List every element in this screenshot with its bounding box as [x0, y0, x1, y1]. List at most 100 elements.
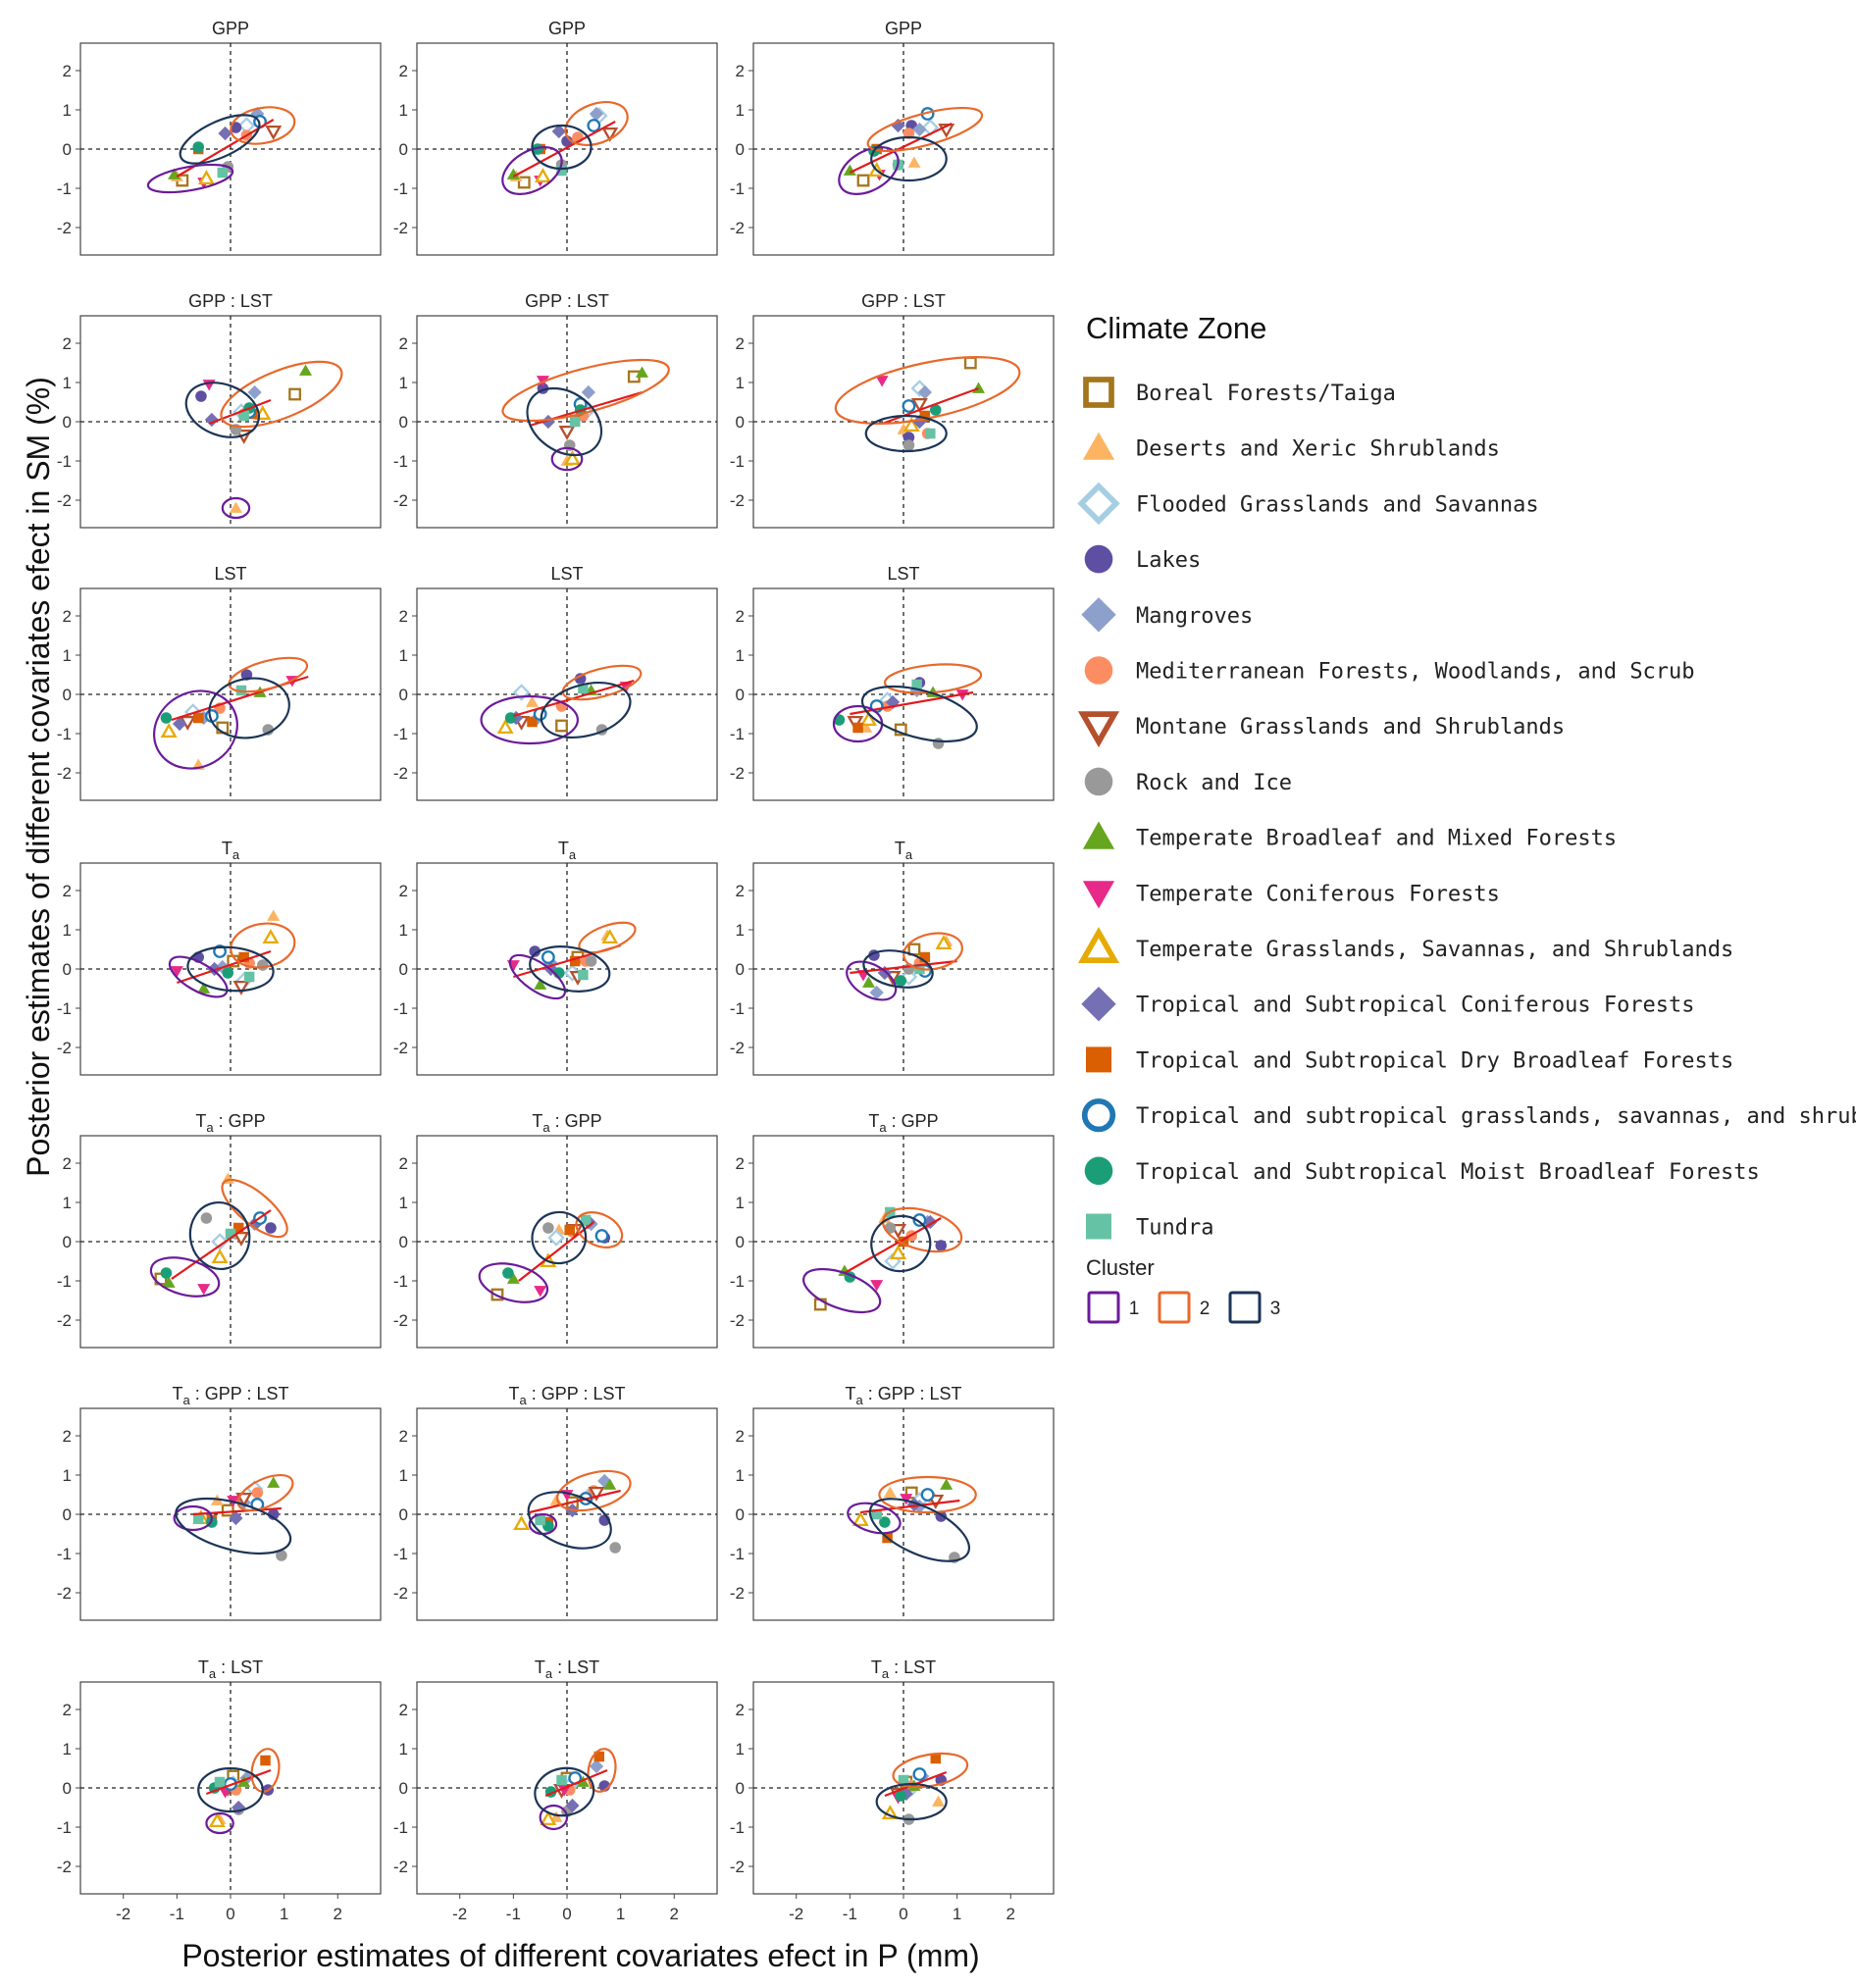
y-tick-label: 2	[399, 1427, 408, 1446]
y-tick-label: -2	[730, 1584, 745, 1603]
data-point	[195, 390, 207, 402]
y-tick-label: -1	[57, 999, 72, 1018]
y-tick-label: 2	[399, 62, 408, 80]
y-tick-label: 1	[399, 101, 408, 120]
trend-line	[512, 121, 616, 178]
y-tick-label: 1	[63, 101, 72, 120]
data-point	[895, 1790, 907, 1802]
panel-r4-c1: Ta -2 -1 0 1 2	[57, 839, 382, 1076]
panel-r6-c1: Ta : GPP : LST -2 -1 0 1 2	[57, 1384, 382, 1621]
panel-title: GPP	[885, 19, 922, 38]
y-tick-label: -1	[730, 725, 745, 743]
x-tick-label: -1	[506, 1905, 521, 1923]
cluster-key-1: 1	[1087, 1291, 1139, 1324]
y-tick-label: 2	[399, 334, 408, 353]
data-point	[265, 1222, 277, 1234]
panel-title: Ta : GPP	[195, 1111, 265, 1135]
data-point	[197, 982, 211, 994]
trend-line	[192, 1506, 282, 1516]
data-point	[843, 164, 856, 176]
plot-area	[506, 921, 637, 1000]
cluster-1-ellipse	[153, 689, 238, 770]
y-tick-label: 0	[736, 1505, 745, 1524]
y-tick-label: 0	[399, 960, 408, 979]
y-tick-label: 0	[399, 1233, 408, 1251]
y-tick-label: -2	[730, 1858, 745, 1876]
data-point	[172, 716, 187, 732]
y-tick-label: 2	[736, 62, 745, 80]
data-point	[197, 1284, 211, 1296]
y-tick-label: 0	[736, 140, 745, 159]
cluster-1-ellipse	[847, 1502, 902, 1535]
cluster-3-ellipse	[529, 945, 611, 993]
cluster-1-ellipse	[221, 496, 251, 520]
panel-title: LST	[214, 564, 246, 584]
data-point	[588, 1486, 605, 1502]
trend-line	[171, 1209, 272, 1280]
cluster-3-ellipse	[531, 124, 593, 171]
data-point	[856, 174, 870, 187]
plot-area	[173, 1473, 294, 1561]
legend-item: Tropical and Subtropical Coniferous Fore…	[1081, 987, 1695, 1022]
y-tick-label: 0	[736, 413, 745, 432]
data-point	[869, 985, 884, 1000]
cluster-legend-title: Cluster	[1086, 1255, 1155, 1280]
data-point	[218, 126, 232, 141]
y-tick-label: 1	[736, 1740, 745, 1759]
panel-title: GPP : LST	[525, 291, 609, 311]
data-point	[192, 712, 204, 724]
legend-item: Flooded Grasslands and Savannas	[1077, 482, 1539, 526]
panel-r1-c3: GPP -2 -1 0 1 2	[730, 19, 1055, 256]
data-point	[238, 951, 249, 963]
data-point	[930, 1753, 942, 1764]
cluster-3-ellipse	[540, 682, 632, 739]
data-point	[525, 695, 539, 707]
legend-item: Tropical and Subtropical Dry Broadleaf F…	[1086, 1046, 1733, 1073]
y-tick-label: 2	[399, 607, 408, 626]
data-point	[932, 738, 945, 749]
legend-item: Deserts and Xeric Shrublands	[1082, 432, 1500, 462]
data-point	[898, 1774, 909, 1786]
y-tick-label: 1	[399, 921, 408, 940]
cluster-3-ellipse	[534, 1766, 595, 1817]
panel-title: Ta : GPP : LST	[173, 1384, 289, 1407]
legend-key-symbol	[1084, 1156, 1113, 1186]
data-point	[208, 1812, 226, 1828]
x-tick-label: 1	[616, 1905, 625, 1923]
data-point	[601, 929, 619, 944]
cluster-2-ellipse	[882, 1206, 963, 1253]
data-point	[200, 1212, 213, 1224]
legend-key-symbol	[1077, 927, 1120, 963]
data-point	[895, 975, 907, 987]
cluster-key-2: 2	[1158, 1291, 1210, 1324]
plot-area	[168, 909, 296, 998]
data-point	[506, 168, 520, 179]
data-point	[912, 1499, 927, 1514]
y-tick-label: 1	[736, 646, 745, 665]
cluster-1-ellipse	[478, 1262, 549, 1303]
y-tick-label: 0	[63, 1779, 72, 1798]
data-point	[232, 1800, 246, 1815]
cluster-1-ellipse	[838, 146, 900, 195]
data-point	[881, 1805, 899, 1820]
legend-item-label: Tropical and subtropical grasslands, sav…	[1136, 1104, 1856, 1129]
data-point	[267, 909, 281, 921]
panel-r6-c3: Ta : GPP : LST -2 -1 0 1 2	[730, 1384, 1055, 1621]
y-tick-label: -2	[730, 219, 745, 237]
legend-key-symbol	[1084, 544, 1113, 574]
legend-item-label: Lakes	[1136, 548, 1201, 573]
data-point	[232, 1222, 244, 1234]
data-point	[917, 384, 932, 400]
panel-r2-c3: GPP : LST -2 -1 0 1 2	[730, 291, 1055, 529]
plot-area	[197, 1748, 281, 1835]
y-tick-label: 2	[399, 1701, 408, 1719]
data-point	[902, 439, 915, 451]
data-point	[859, 711, 877, 727]
data-point	[870, 1280, 884, 1292]
cluster-1-ellipse	[205, 1811, 234, 1835]
cluster-2-ellipse	[883, 663, 983, 694]
y-tick-label: 0	[63, 140, 72, 159]
y-tick-label: -1	[393, 179, 408, 198]
data-point	[251, 1487, 264, 1499]
cluster-1-ellipse	[508, 953, 567, 1000]
